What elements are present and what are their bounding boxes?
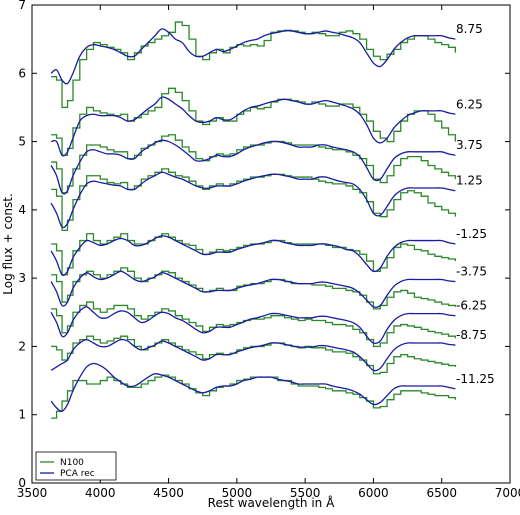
series-line-pca-8_75	[50, 28, 456, 85]
y-tick-label-6: 6	[18, 66, 26, 80]
y-tick-label-0: 0	[18, 476, 26, 490]
phase-label--6_25: -6.25	[456, 299, 487, 313]
y-tick-label-3: 3	[18, 271, 26, 285]
series-line-n100-3_75	[51, 134, 457, 194]
x-tick-label-4: 5500	[290, 486, 321, 500]
plot-frame	[31, 4, 511, 484]
series-line-pca--11_25	[50, 362, 456, 413]
series-line-pca-1_25	[50, 171, 456, 229]
legend-box	[35, 451, 117, 481]
series-line-n100--11_25	[51, 374, 457, 419]
x-tick-label-6: 6500	[426, 486, 457, 500]
phase-label-1_25: 1.25	[456, 174, 483, 188]
phase-label-3_75: 3.75	[456, 138, 483, 152]
series-line-n100--8_75	[51, 335, 457, 375]
series-line-n100-6_25	[51, 87, 457, 156]
phase-label-8_75: 8.75	[456, 22, 483, 36]
series-line-n100-1_25	[51, 168, 457, 231]
series-line-n100--6_25	[51, 301, 457, 348]
phase-label--8_75: -8.75	[456, 328, 487, 342]
y-tick-label-7: 7	[18, 0, 26, 12]
y-tick-label-4: 4	[18, 203, 26, 217]
legend: N100 PCA rec	[35, 451, 117, 481]
y-tick-label-1: 1	[18, 408, 26, 422]
x-tick-label-0: 3500	[17, 486, 48, 500]
series-line-n100-8_75	[51, 21, 457, 109]
legend-label-pca: PCA rec	[60, 469, 95, 479]
phase-label--1_25: -1.25	[456, 227, 487, 241]
series-line-pca-6_25	[50, 96, 456, 157]
y-tick-label-2: 2	[18, 339, 26, 353]
series-line-pca--6_25	[50, 306, 456, 344]
series-line-n100--3_75	[51, 267, 457, 310]
series-line-pca--8_75	[50, 338, 456, 372]
series-line-pca-3_75	[50, 139, 456, 195]
phase-label-6_25: 6.25	[456, 97, 483, 111]
series-line-n100--1_25	[51, 233, 457, 276]
legend-label-n100: N100	[60, 458, 84, 468]
x-tick-label-1: 4000	[85, 486, 116, 500]
x-tick-label-5: 6000	[358, 486, 389, 500]
x-tick-label-2: 4500	[153, 486, 184, 500]
y-tick-label-5: 5	[18, 135, 26, 149]
phase-label--3_75: -3.75	[456, 265, 487, 279]
x-tick-label-3: 5000	[222, 486, 253, 500]
y-axis-label: Log flux + const.	[1, 193, 15, 295]
x-axis-label: Rest wavelength in Å	[208, 495, 335, 510]
series-line-pca--1_25	[50, 235, 456, 276]
series-layer	[50, 21, 457, 419]
series-line-pca--3_75	[50, 270, 456, 308]
phase-label-layer: 8.75 6.25 3.75 1.25 -1.25 -3.75 -6.25 -8.75 -11.…	[456, 22, 495, 386]
phase-label--11_25: -11.25	[456, 372, 495, 386]
